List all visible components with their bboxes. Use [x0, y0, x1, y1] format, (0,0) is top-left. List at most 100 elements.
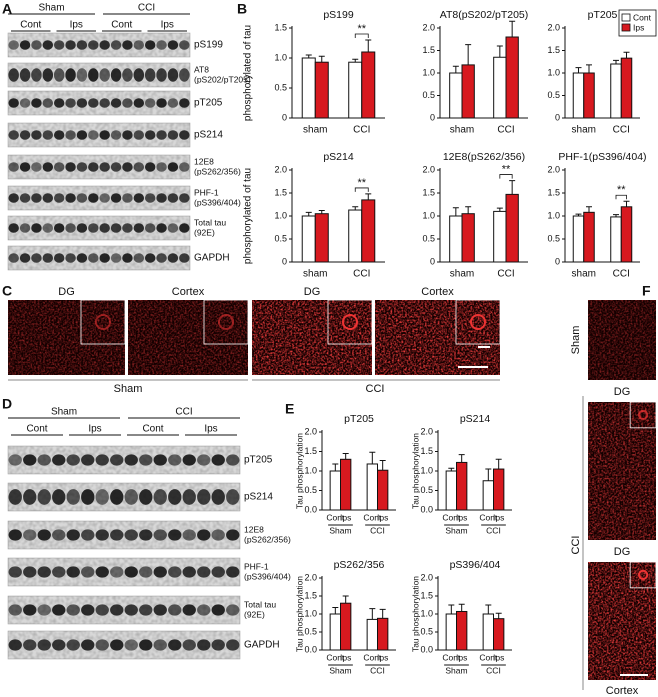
inset-cell — [637, 569, 649, 581]
blot-band — [139, 639, 153, 651]
legend-label: Ips — [633, 22, 644, 32]
blot-band — [8, 489, 22, 505]
blot-band — [99, 40, 110, 50]
blot-band — [99, 68, 110, 82]
error-bar — [495, 458, 502, 470]
micrograph-signal — [375, 300, 500, 375]
band-label: GAPDH — [244, 640, 280, 651]
chart-title: pS396/404 — [450, 559, 501, 571]
y-tick-label: 0 — [430, 112, 435, 122]
bar-label: Cont — [363, 512, 382, 522]
blot-band — [53, 68, 65, 82]
band-label: (pS396/404) — [194, 197, 241, 207]
blot-band — [122, 253, 133, 263]
panel-label: F — [642, 283, 651, 299]
x-tick-label: sham — [572, 269, 596, 280]
error-bar — [318, 209, 325, 214]
blot-band — [179, 162, 190, 172]
blot-band — [19, 130, 31, 140]
error-bar — [332, 607, 339, 614]
blot-band — [95, 454, 109, 466]
x-tick-label: CCI — [353, 269, 370, 280]
bar — [361, 51, 376, 119]
x-tick-label: CCI — [370, 525, 385, 535]
blot-band — [81, 639, 95, 651]
blot-band — [182, 489, 196, 505]
group-label: Sham — [51, 407, 77, 418]
blot-band — [122, 223, 133, 233]
y-tick-label: 2.0 — [274, 164, 287, 174]
blot-band — [168, 529, 182, 541]
blot-band — [144, 68, 156, 82]
legend-swatch — [621, 23, 631, 32]
blot-band — [65, 253, 76, 263]
x-tick-label: CCI — [486, 525, 501, 535]
blot-band — [8, 223, 19, 233]
blot-band — [179, 253, 190, 263]
lane-label: Ips — [88, 424, 101, 435]
y-tick-label: 1.5 — [420, 590, 433, 600]
blot-band — [153, 639, 167, 651]
y-axis-label: Tau phosphorylation — [294, 576, 304, 652]
error-bar — [352, 206, 359, 211]
blot-band — [76, 223, 88, 233]
blot-band — [65, 193, 76, 203]
panel-label: B — [237, 1, 247, 17]
blot-band — [76, 68, 88, 82]
blot-band — [53, 162, 65, 172]
lane-label: Ips — [161, 20, 174, 31]
band-label: (pS262/356) — [194, 166, 241, 176]
error-bar — [342, 452, 349, 460]
error-bar — [448, 604, 455, 614]
blot-band — [139, 454, 153, 466]
blot-band — [8, 604, 22, 616]
blot-band — [110, 529, 124, 541]
blot-band — [53, 98, 65, 108]
blot-band — [226, 489, 240, 505]
error-bar — [448, 467, 455, 471]
y-tick-label: 1.5 — [274, 187, 287, 197]
blot-band — [8, 162, 19, 172]
x-tick-label: CCI — [613, 269, 630, 280]
blot-band — [122, 193, 133, 203]
blot-band — [8, 130, 19, 140]
blot-band — [211, 604, 225, 616]
x-tick-label: sham — [450, 269, 474, 280]
error-bar — [509, 180, 516, 195]
blot-band — [53, 223, 65, 233]
blot-band — [88, 253, 99, 263]
blot-band — [23, 639, 37, 651]
y-tick-label: 1.0 — [304, 465, 317, 475]
blot-band — [110, 604, 124, 616]
bar — [572, 72, 585, 119]
y-tick-label: 2.0 — [420, 572, 433, 582]
y-axis-label: Tau phosphorylation — [410, 433, 420, 509]
y-axis-label: phosphorylated of tau — [243, 168, 254, 264]
y-tick-label: 0.0 — [420, 644, 433, 654]
bar — [572, 215, 585, 263]
chart-title: pS214 — [323, 151, 354, 163]
bar — [505, 36, 519, 119]
blot-band — [99, 223, 110, 233]
band-label: GAPDH — [194, 253, 230, 264]
error-bar — [379, 608, 386, 619]
blot-band — [19, 162, 31, 172]
y-tick-label: 0.5 — [422, 90, 435, 100]
blot-band — [182, 604, 196, 616]
group-label: CCI — [366, 383, 385, 395]
y-tick-label: 1.0 — [422, 210, 435, 220]
blot-band — [37, 489, 51, 505]
error-bar — [465, 206, 472, 214]
bar — [329, 470, 342, 511]
blot-band — [37, 529, 51, 541]
band-label: pT205 — [194, 98, 223, 109]
blot-band — [144, 98, 156, 108]
bar-label: Cont — [479, 652, 498, 662]
y-tick-label: 0 — [555, 256, 560, 266]
blot-band — [133, 40, 145, 50]
blot-band — [66, 454, 80, 466]
y-tick-label: 0.5 — [304, 485, 317, 495]
error-bar — [575, 67, 582, 73]
y-tick-label: 1.0 — [420, 465, 433, 475]
blot-band — [167, 40, 179, 50]
